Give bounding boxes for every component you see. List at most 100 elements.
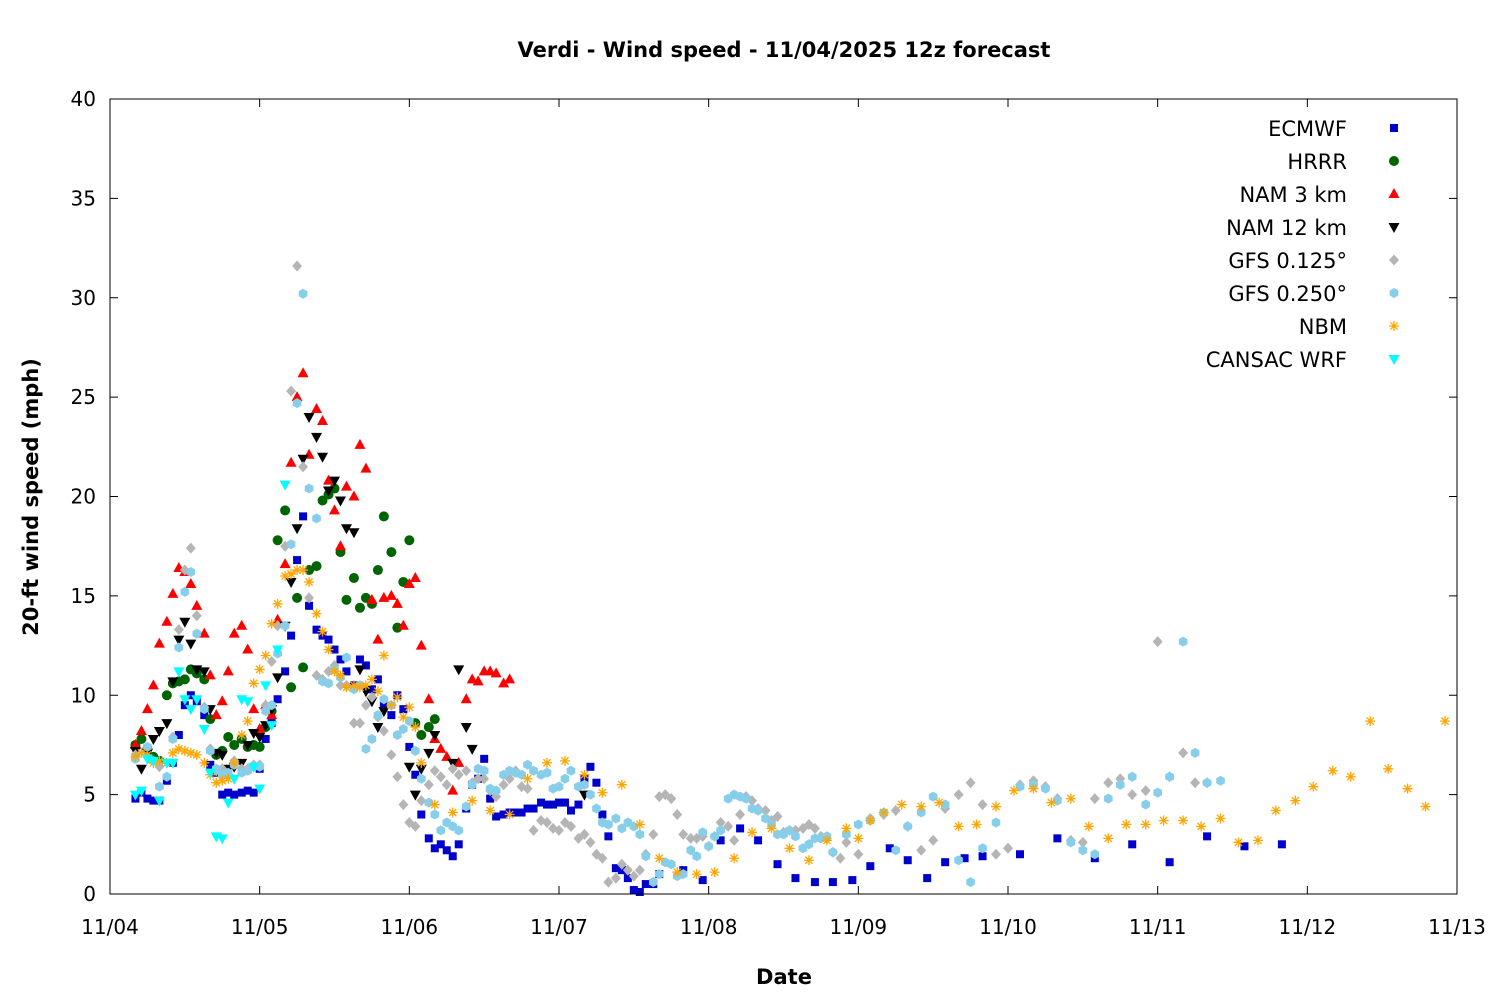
data-point [1090,849,1100,860]
data-point [698,827,708,838]
data-point [210,709,222,720]
data-point [753,805,763,816]
series-gfs-0-250- [131,288,1225,888]
data-point [237,788,246,797]
data-point [672,809,683,820]
data-point [923,874,932,883]
data-point [167,747,178,758]
data-point [167,587,179,598]
data-point [205,745,215,756]
data-point [430,809,440,820]
data-point [648,877,658,888]
data-point [461,765,472,777]
data-point [523,804,532,813]
data-point [186,691,195,700]
data-point [254,741,265,752]
data-point [415,764,427,775]
data-point [204,768,216,779]
data-point [1252,835,1263,846]
data-point [828,878,837,887]
data-point [229,757,240,768]
data-point [206,760,215,769]
data-point [161,615,173,626]
legend-marker [1389,321,1399,331]
x-tick-label: 11/07 [530,915,588,939]
x-tick-label: 11/09 [830,915,888,939]
data-point [1103,777,1114,789]
data-point [429,799,440,810]
data-point [810,878,819,887]
data-point [361,661,370,670]
data-point [835,852,846,864]
data-point [747,827,758,838]
data-point [1178,747,1189,759]
data-point [580,779,589,790]
data-point [1140,785,1151,797]
data-point [191,599,203,610]
data-point [173,635,185,646]
data-point [634,819,645,830]
data-point [804,839,814,850]
data-point [228,774,240,785]
data-point [672,867,683,878]
data-point [334,540,346,551]
data-point [410,722,421,733]
data-point [953,821,964,832]
data-point [472,675,484,686]
data-point [416,773,426,784]
data-point [191,749,202,760]
data-point [891,845,901,856]
data-point [1270,805,1281,816]
data-point [991,801,1002,812]
data-point [354,665,366,676]
data-point [479,765,489,776]
data-point [198,725,210,736]
data-point [934,797,945,808]
data-point [554,781,564,792]
data-point [378,725,389,737]
data-point [865,815,876,826]
data-point [1327,765,1338,776]
data-point [291,524,303,535]
data-point [484,665,496,676]
data-point [1008,785,1019,796]
data-point [828,847,838,858]
data-point [710,831,719,842]
data-point [254,732,266,743]
data-point [141,703,153,714]
legend-label: NAM 3 km [1239,183,1347,207]
data-point [610,872,621,884]
data-point [1028,783,1039,794]
data-point [297,454,309,465]
data-point [604,832,613,841]
data-point [447,807,458,818]
data-point [442,846,451,855]
series-nam-3-km [129,367,516,795]
x-tick-label: 11/04 [81,915,139,939]
data-point [560,798,569,807]
data-point [1127,789,1138,801]
data-point [243,786,252,795]
data-point [360,680,371,691]
data-point [199,757,210,768]
data-point [416,757,427,768]
data-point [266,618,277,629]
data-point [729,834,740,846]
data-point [654,869,664,880]
legend-marker [1389,156,1399,166]
data-point [1345,771,1356,782]
data-point [292,260,303,272]
data-point [367,685,376,694]
data-point [1202,777,1212,788]
series-cansac-wrf [129,480,291,845]
data-point [266,721,278,732]
y-tick-label: 30 [71,286,96,310]
data-point [417,810,426,819]
data-point [1115,779,1125,790]
data-point [348,490,360,501]
data-point [216,695,228,706]
data-point [803,855,814,866]
y-tick-label: 5 [83,783,96,807]
data-point [372,565,383,576]
